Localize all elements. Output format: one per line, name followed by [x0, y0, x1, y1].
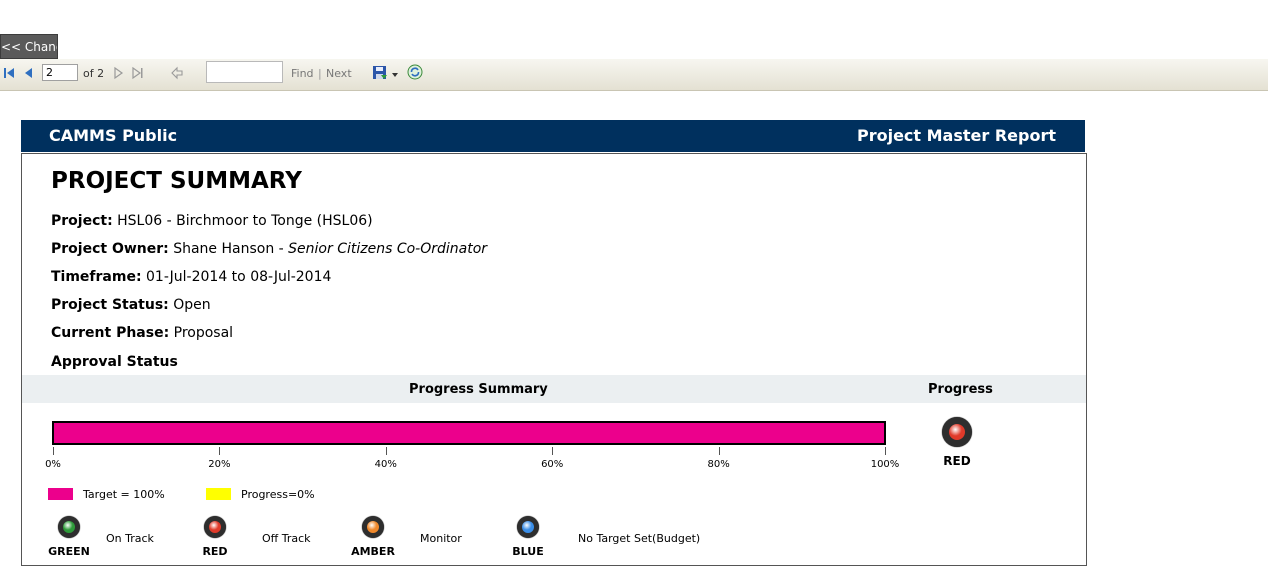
- summary-title: PROJECT SUMMARY: [51, 168, 302, 194]
- first-page-icon[interactable]: [2, 66, 16, 80]
- status-name-green: GREEN: [48, 545, 90, 558]
- status-field: Project Status: Open: [51, 297, 211, 313]
- axis-tick: [385, 447, 387, 455]
- find-separator: |: [318, 67, 322, 80]
- owner-label: Project Owner:: [51, 241, 169, 257]
- status-name-blue: BLUE: [512, 545, 544, 558]
- status-lamp-blue: [517, 516, 539, 538]
- axis-tick: [552, 447, 554, 455]
- owner-name: Shane Hanson -: [173, 241, 289, 257]
- axis-tick: [219, 447, 221, 455]
- axis-tick-label: 80%: [707, 459, 730, 470]
- report-header: CAMMS Public Project Master Report: [21, 120, 1085, 152]
- refresh-icon[interactable]: [407, 64, 423, 80]
- phase-label: Current Phase:: [51, 325, 170, 341]
- status-lamp-green: [58, 516, 80, 538]
- organization-name: CAMMS Public: [49, 126, 178, 145]
- approval-label: Approval Status: [51, 354, 178, 370]
- axis-tick-label: 0%: [45, 459, 61, 470]
- target-progress-bar: [52, 421, 886, 445]
- status-desc-red: Off Track: [262, 532, 311, 545]
- progress-legend-label: Progress=0%: [241, 488, 315, 501]
- project-label: Project:: [51, 213, 113, 229]
- progress-status-lamp: [942, 417, 972, 447]
- axis-tick-label: 40%: [374, 459, 397, 470]
- page-number-input[interactable]: [42, 64, 78, 81]
- axis-tick-label: 100%: [870, 459, 900, 470]
- status-desc-green: On Track: [106, 532, 154, 545]
- find-next-link[interactable]: Next: [326, 67, 352, 80]
- project-value: HSL06 - Birchmoor to Tonge (HSL06): [117, 213, 373, 229]
- last-page-icon[interactable]: [131, 66, 145, 80]
- status-desc-blue: No Target Set(Budget): [578, 532, 701, 545]
- report-toolbar: of 2 Find | Next: [0, 59, 1268, 91]
- approval-field: Approval Status: [51, 354, 178, 370]
- timeframe-value: 01-Jul-2014 to 08-Jul-2014: [146, 269, 332, 285]
- status-desc-amber: Monitor: [420, 532, 462, 545]
- progress-header-band: Progress Summary Progress: [22, 375, 1086, 403]
- project-field: Project: HSL06 - Birchmoor to Tonge (HSL…: [51, 213, 373, 229]
- axis-tick: [885, 447, 886, 455]
- target-legend-label: Target = 100%: [83, 488, 165, 501]
- find-text-input[interactable]: [206, 61, 283, 83]
- phase-value: Proposal: [173, 325, 234, 341]
- report-title: Project Master Report: [856, 126, 1056, 145]
- progress-status-name: RED: [943, 454, 971, 468]
- change-button[interactable]: << Change: [0, 34, 58, 59]
- owner-field: Project Owner: Shane Hanson - Senior Cit…: [51, 241, 487, 257]
- status-label: Project Status:: [51, 297, 169, 313]
- back-icon[interactable]: [170, 66, 184, 80]
- status-name-red: RED: [202, 545, 228, 558]
- target-legend-swatch: [48, 488, 73, 500]
- status-lamp-amber: [362, 516, 384, 538]
- status-value: Open: [173, 297, 211, 313]
- export-save-icon[interactable]: [372, 65, 388, 81]
- previous-page-icon[interactable]: [22, 66, 36, 80]
- axis-tick: [718, 447, 720, 455]
- axis-tick-label: 60%: [541, 459, 564, 470]
- progress-summary-label: Progress Summary: [409, 382, 548, 397]
- axis-tick-label: 20%: [208, 459, 231, 470]
- timeframe-label: Timeframe:: [51, 269, 142, 285]
- status-lamp-red: [204, 516, 226, 538]
- phase-field: Current Phase: Proposal: [51, 325, 233, 341]
- status-name-amber: AMBER: [351, 545, 395, 558]
- find-link[interactable]: Find: [291, 67, 314, 80]
- export-dropdown-icon[interactable]: [391, 68, 399, 82]
- owner-role: Senior Citizens Co-Ordinator: [288, 241, 488, 257]
- timeframe-field: Timeframe: 01-Jul-2014 to 08-Jul-2014: [51, 269, 331, 285]
- page-total-label: of 2: [83, 67, 105, 80]
- progress-label: Progress: [928, 382, 993, 397]
- next-page-icon[interactable]: [111, 66, 125, 80]
- project-summary-panel: PROJECT SUMMARY Project: HSL06 - Birchmo…: [21, 153, 1087, 566]
- axis-tick: [53, 447, 54, 455]
- progress-legend-swatch: [206, 488, 231, 500]
